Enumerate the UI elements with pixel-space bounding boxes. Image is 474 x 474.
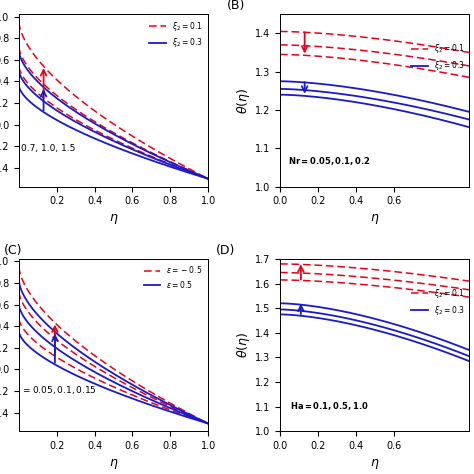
Text: $\mathbf{Ha = 0.1, 0.5, 1.0}$: $\mathbf{Ha = 0.1, 0.5, 1.0}$ [290, 400, 368, 412]
Y-axis label: $\theta(\eta)$: $\theta(\eta)$ [235, 87, 252, 114]
Text: 0.7, 1.0, 1.5: 0.7, 1.0, 1.5 [21, 144, 75, 153]
X-axis label: $\eta$: $\eta$ [109, 456, 118, 471]
X-axis label: $\eta$: $\eta$ [370, 212, 379, 226]
Y-axis label: $\theta(\eta)$: $\theta(\eta)$ [235, 332, 252, 358]
Text: (B): (B) [227, 0, 246, 12]
Legend: $\xi_2 = 0.1$, $\xi_2 = 0.3$: $\xi_2 = 0.1$, $\xi_2 = 0.3$ [147, 18, 204, 51]
Legend: $\xi_2 = 0.1$, $\xi_2 = 0.3$: $\xi_2 = 0.1$, $\xi_2 = 0.3$ [410, 286, 465, 318]
Text: $\mathbf{Nr = 0.05, 0.1, 0.2}$: $\mathbf{Nr = 0.05, 0.1, 0.2}$ [288, 155, 370, 167]
X-axis label: $\eta$: $\eta$ [109, 212, 118, 226]
Legend: $\xi_2 = 0.1$, $\xi_2 = 0.3$: $\xi_2 = 0.1$, $\xi_2 = 0.3$ [410, 42, 465, 73]
Legend: $\varepsilon = -0.5$, $\varepsilon = 0.5$: $\varepsilon = -0.5$, $\varepsilon = 0.5… [142, 263, 204, 292]
Text: (C): (C) [4, 244, 22, 257]
X-axis label: $\eta$: $\eta$ [370, 456, 379, 471]
Text: $= 0.05, 0.1, 0.15$: $= 0.05, 0.1, 0.15$ [21, 384, 97, 396]
Text: (D): (D) [216, 244, 235, 257]
